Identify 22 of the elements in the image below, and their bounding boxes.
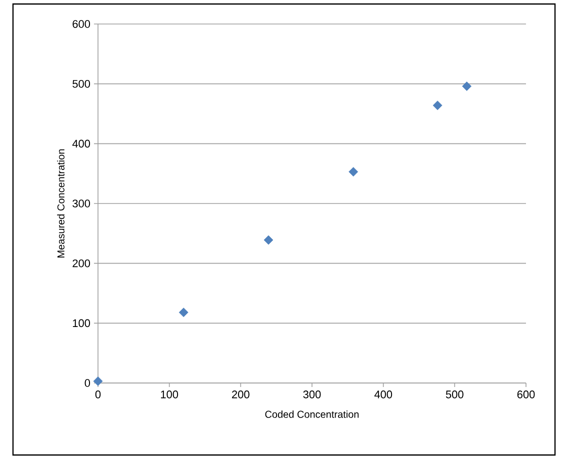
point	[348, 167, 358, 177]
y-tick-label: 600	[72, 20, 90, 28]
x-tick-label: 500	[446, 390, 464, 398]
point	[93, 376, 103, 386]
y-axis-title: Measured Concentration	[57, 149, 64, 258]
x-tick-label: 200	[232, 390, 250, 398]
y-tick-label: 100	[72, 319, 90, 328]
y-tick-label: 0	[84, 379, 90, 387]
y-tick-label: 500	[72, 80, 90, 88]
x-tick-label: 400	[374, 390, 392, 398]
point	[462, 82, 472, 91]
point	[178, 308, 188, 318]
y-tick-label: 200	[72, 259, 90, 268]
x-tick-label: 600	[517, 390, 535, 398]
point	[432, 100, 442, 110]
point	[264, 235, 274, 245]
y-tick-label: 300	[72, 200, 90, 208]
x-tick-label: 300	[303, 390, 321, 398]
x-axis-title: Coded Concentration	[265, 410, 359, 418]
x-tick-label: 0	[95, 390, 101, 398]
y-tick-label: 400	[72, 140, 90, 148]
x-tick-label: 100	[160, 390, 178, 398]
